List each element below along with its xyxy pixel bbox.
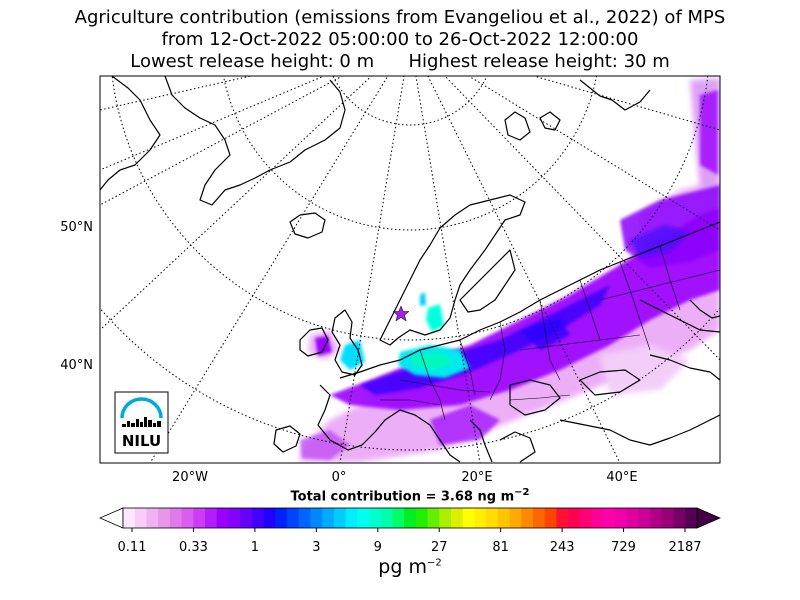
unit-exponent: −2: [426, 557, 442, 569]
colorbar-swatch: [474, 508, 487, 528]
colorbar-swatch: [451, 508, 464, 528]
colorbar-swatch: [673, 508, 686, 528]
colorbar-swatch: [322, 508, 335, 528]
colorbar-swatch: [626, 508, 639, 528]
nilu-logo-text: NILU: [122, 432, 161, 450]
colorbar-tick-label: 9: [374, 540, 382, 555]
lon-label-20e: 20°E: [461, 470, 492, 485]
colorbar-swatch: [603, 508, 616, 528]
colorbar-swatch: [509, 508, 522, 528]
colorbar-swatch: [556, 508, 569, 528]
colorbar-swatch: [263, 508, 276, 528]
colorbar-swatch: [310, 508, 323, 528]
title-line-1: Agriculture contribution (emissions from…: [74, 7, 726, 28]
graticule: [100, 76, 720, 463]
colorbar-swatch: [579, 508, 593, 528]
nilu-logo: NILU: [114, 391, 169, 454]
borders: [380, 245, 720, 421]
lat-label-40n: 40°N: [60, 358, 93, 373]
colorbar-swatch: [333, 508, 347, 528]
colorbar-swatch: [134, 508, 147, 528]
colorbar-tick-label: 2187: [668, 540, 701, 555]
colorbar-tick-label: 1: [251, 540, 259, 555]
colorbar-swatch: [357, 508, 370, 528]
colorbar-swatch: [251, 508, 265, 528]
colorbar-swatch: [661, 508, 675, 528]
colorbar-swatch: [369, 508, 382, 528]
colorbar-extend-low: [98, 507, 124, 529]
total-contribution-exponent: −2: [514, 487, 530, 498]
lat-label-50n: 50°N: [60, 220, 93, 235]
colorbar-swatch: [591, 508, 604, 528]
lon-label-0: 0°: [332, 470, 347, 485]
colorbar-swatch: [298, 508, 311, 528]
lon-label-40e: 40°E: [606, 470, 637, 485]
colorbar-swatch: [427, 508, 440, 528]
colorbar-tick-label: 3: [312, 540, 320, 555]
colorbar-swatch: [638, 508, 651, 528]
colorbar-swatch: [685, 508, 698, 528]
colorbar-swatch: [415, 508, 429, 528]
colorbar-swatch: [345, 508, 358, 528]
colorbar-swatch: [181, 508, 194, 528]
colorbar-swatch: [392, 508, 405, 528]
colorbar: 0.11 0.33 1 3 9 27 81 243 729 2187: [98, 507, 722, 555]
star-icon: [392, 305, 410, 322]
colorbar-swatch: [533, 508, 546, 528]
map-area: [100, 76, 720, 463]
colorbar-swatch: [216, 508, 229, 528]
title-line-2: from 12-Oct-2022 05:00:00 to 26-Oct-2022…: [161, 29, 639, 50]
colorbar-swatch: [404, 508, 417, 528]
colorbar-swatch: [497, 508, 511, 528]
total-contribution-text: Total contribution = 3.68 ng m: [290, 489, 515, 505]
colorbar-swatch: [650, 508, 663, 528]
map-frame: [99, 75, 721, 464]
colorbar-swatch: [568, 508, 581, 528]
colorbar-tick-label: 729: [611, 540, 636, 555]
colorbar-extend-high: [696, 507, 722, 529]
colorbar-swatch: [169, 508, 183, 528]
unit-base: pg m: [378, 556, 427, 578]
colorbar-swatch: [146, 508, 159, 528]
total-contribution: Total contribution = 3.68 ng m−2: [100, 487, 720, 504]
colorbar-swatch: [287, 508, 300, 528]
colorbar-swatch: [228, 508, 241, 528]
colorbar-swatch: [205, 508, 218, 528]
colorbar-swatch: [615, 508, 628, 528]
colorbar-tick-label: 27: [431, 540, 448, 555]
colorbar-tick-label: 243: [550, 540, 575, 555]
title-line-3: Lowest release height: 0 m Highest relea…: [130, 51, 670, 72]
colorbar-unit-label: pg m−2: [100, 556, 720, 578]
colorbar-tick-label: 0.11: [118, 540, 147, 555]
colorbar-swatch: [158, 508, 171, 528]
colorbar-tick-label: 81: [492, 540, 509, 555]
colorbar-swatch: [462, 508, 475, 528]
colorbar-swatch: [380, 508, 393, 528]
colorbar-swatch: [521, 508, 534, 528]
colorbar-outline: [122, 507, 698, 529]
plume-peak: [340, 292, 470, 378]
colorbar-swatch: [193, 508, 206, 528]
colorbar-tick-label: 0.33: [179, 540, 208, 555]
colorbar-swatch: [275, 508, 288, 528]
colorbar-swatch: [439, 508, 452, 528]
lon-label-20w: 20°W: [172, 470, 208, 485]
colorbar-swatch: [123, 508, 136, 528]
colorbar-swatch: [240, 508, 253, 528]
colorbar-swatch: [486, 508, 499, 528]
colorbar-swatch: [544, 508, 557, 528]
